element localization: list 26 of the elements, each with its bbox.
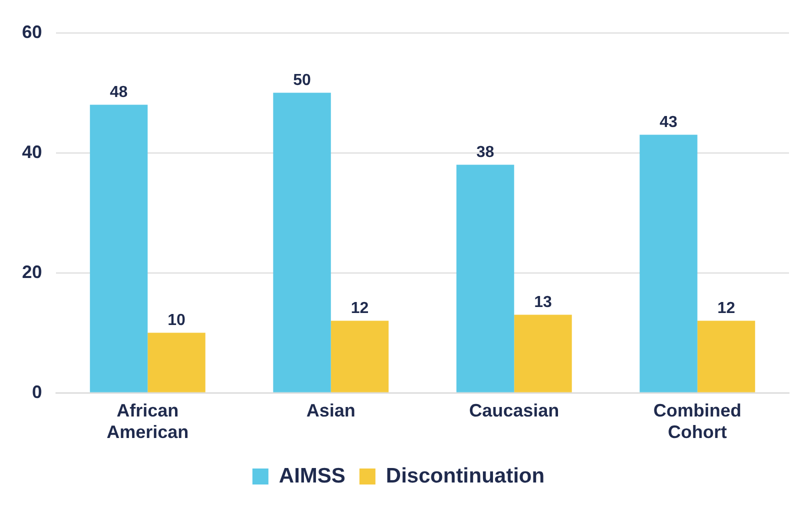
y-tick-label: 20	[22, 262, 42, 282]
data-label: 10	[168, 312, 186, 330]
data-label: 13	[534, 294, 552, 312]
data-label: 43	[660, 114, 678, 132]
bar	[514, 314, 572, 392]
bar	[148, 332, 206, 392]
bar	[640, 134, 698, 392]
bar	[273, 92, 331, 392]
y-tick-label: 40	[22, 142, 42, 162]
data-label: 48	[110, 84, 128, 102]
x-tick-label: Combined Cohort	[653, 400, 742, 442]
bar	[456, 164, 514, 392]
data-label: 12	[350, 300, 369, 318]
y-tick-label: 60	[22, 22, 42, 42]
bar	[90, 104, 148, 392]
bar	[697, 320, 756, 392]
legend-label: AIMSS	[278, 464, 346, 488]
x-tick-label: African American	[106, 400, 189, 442]
legend-label: Discontinuation	[386, 464, 545, 488]
data-label: 12	[717, 300, 736, 318]
data-label: 50	[293, 72, 312, 90]
data-label: 38	[476, 144, 494, 162]
y-tick-label: 0	[32, 382, 42, 402]
bar	[330, 320, 389, 392]
x-tick-label: Asian	[306, 400, 356, 421]
x-tick-label: Caucasian	[469, 400, 560, 421]
